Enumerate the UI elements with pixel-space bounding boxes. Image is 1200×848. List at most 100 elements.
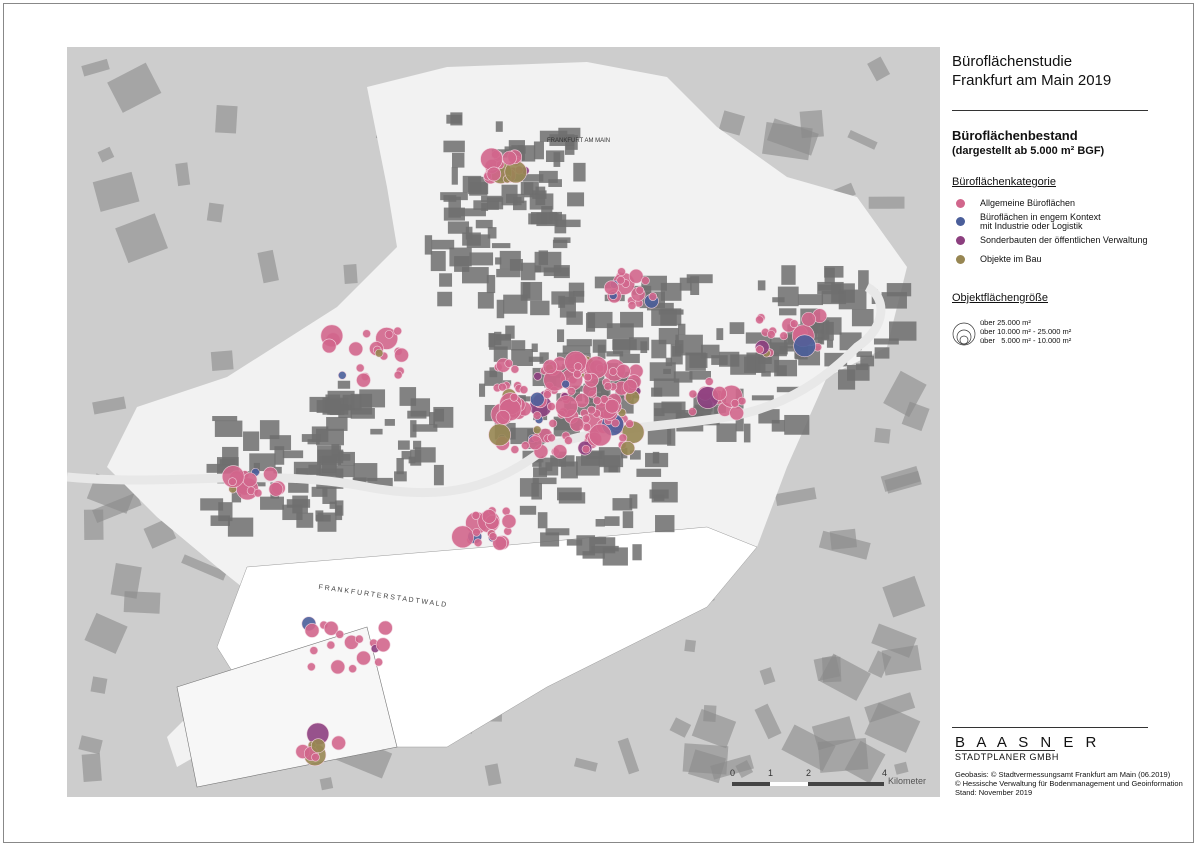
office-bubble: [354, 634, 364, 644]
built-block: [522, 174, 544, 182]
built-block: [660, 282, 682, 301]
built-block: [548, 179, 562, 187]
credit-line-1: Geobasis: © Stadtvermessungsamt Frankfur…: [955, 770, 1171, 779]
built-block: [410, 398, 431, 417]
office-bubble: [561, 379, 570, 389]
built-block: [329, 501, 337, 509]
built-block: [448, 196, 461, 218]
settlement-patch: [799, 109, 824, 139]
office-bubble: [620, 440, 636, 456]
built-block: [640, 341, 648, 354]
office-bubble: [471, 511, 481, 520]
settlement-patch: [868, 196, 905, 209]
built-block: [745, 332, 772, 344]
office-bubble: [552, 444, 568, 459]
size-medium: über 10.000 m² - 25.000 m²: [980, 327, 1072, 336]
scale-segment: [732, 782, 770, 786]
settlement-patch: [97, 146, 115, 163]
built-block: [744, 356, 766, 373]
built-block: [433, 464, 444, 486]
built-block: [451, 167, 458, 185]
built-block: [451, 152, 465, 168]
office-bubble: [555, 395, 578, 418]
settlement-patch: [735, 760, 754, 778]
settlement-patch: [81, 58, 110, 77]
built-block: [495, 257, 502, 265]
built-block: [513, 200, 527, 211]
built-block: [673, 371, 693, 383]
built-block: [484, 370, 503, 386]
built-block: [598, 447, 624, 468]
settlement-patch: [759, 667, 776, 686]
built-block: [326, 417, 348, 431]
size-large: über 25.000 m²: [980, 318, 1031, 327]
built-block: [716, 423, 737, 442]
built-block: [889, 321, 917, 341]
office-bubble: [532, 425, 542, 435]
map[interactable]: F R A N K F U R T E R S T A D T W A L D …: [67, 47, 940, 797]
built-block: [259, 420, 280, 440]
office-bubble: [766, 330, 776, 339]
built-block: [350, 393, 373, 415]
built-block: [335, 465, 355, 478]
built-block: [685, 352, 706, 371]
built-block: [384, 419, 395, 426]
built-block: [509, 259, 523, 271]
office-bubble: [394, 347, 409, 363]
office-bubble: [337, 371, 347, 380]
built-block: [522, 282, 531, 299]
built-block: [533, 141, 544, 160]
built-block: [774, 359, 798, 377]
settlement-patch: [84, 612, 128, 654]
built-block: [540, 532, 560, 547]
built-block: [227, 517, 254, 537]
built-block: [851, 309, 874, 327]
office-bubble: [253, 488, 263, 498]
office-bubble: [547, 433, 556, 443]
built-block: [589, 537, 616, 554]
built-block: [619, 353, 640, 364]
built-block: [797, 294, 824, 306]
office-bubble: [311, 752, 320, 762]
built-block: [531, 482, 543, 500]
office-bubble: [712, 386, 727, 401]
built-block: [824, 267, 835, 284]
built-block: [675, 334, 703, 356]
office-bubble: [393, 370, 403, 380]
blue-dot-icon: [956, 217, 965, 226]
built-block: [488, 332, 496, 348]
built-block: [858, 270, 869, 290]
built-block: [779, 308, 797, 316]
settlement-patch: [682, 743, 729, 775]
size-list: über 25.000 m² über 10.000 m² - 25.000 m…: [952, 318, 1152, 352]
office-bubble: [488, 423, 511, 447]
built-block: [293, 461, 321, 476]
office-bubble: [242, 472, 258, 488]
built-block: [558, 492, 586, 504]
built-block: [629, 494, 638, 509]
built-block: [545, 462, 553, 472]
office-bubble: [356, 650, 371, 666]
built-block: [477, 292, 494, 309]
built-block: [549, 134, 575, 146]
office-bubble: [627, 301, 637, 310]
office-bubble: [348, 664, 357, 674]
office-bubble: [348, 341, 364, 357]
built-block: [495, 121, 503, 132]
office-bubble: [374, 348, 384, 358]
office-bubble: [375, 637, 391, 653]
built-block: [658, 328, 679, 345]
settlement-patch: [343, 264, 358, 284]
built-block: [585, 451, 603, 459]
scale-tick-1: 1: [768, 768, 774, 778]
built-block: [573, 162, 586, 182]
built-block: [678, 323, 686, 335]
built-block: [431, 239, 455, 250]
built-block: [370, 428, 383, 435]
built-block: [447, 221, 470, 234]
built-block: [545, 528, 570, 536]
office-bubble: [608, 367, 618, 376]
built-block: [462, 232, 481, 246]
built-block: [784, 414, 810, 435]
office-bubble: [310, 738, 326, 754]
